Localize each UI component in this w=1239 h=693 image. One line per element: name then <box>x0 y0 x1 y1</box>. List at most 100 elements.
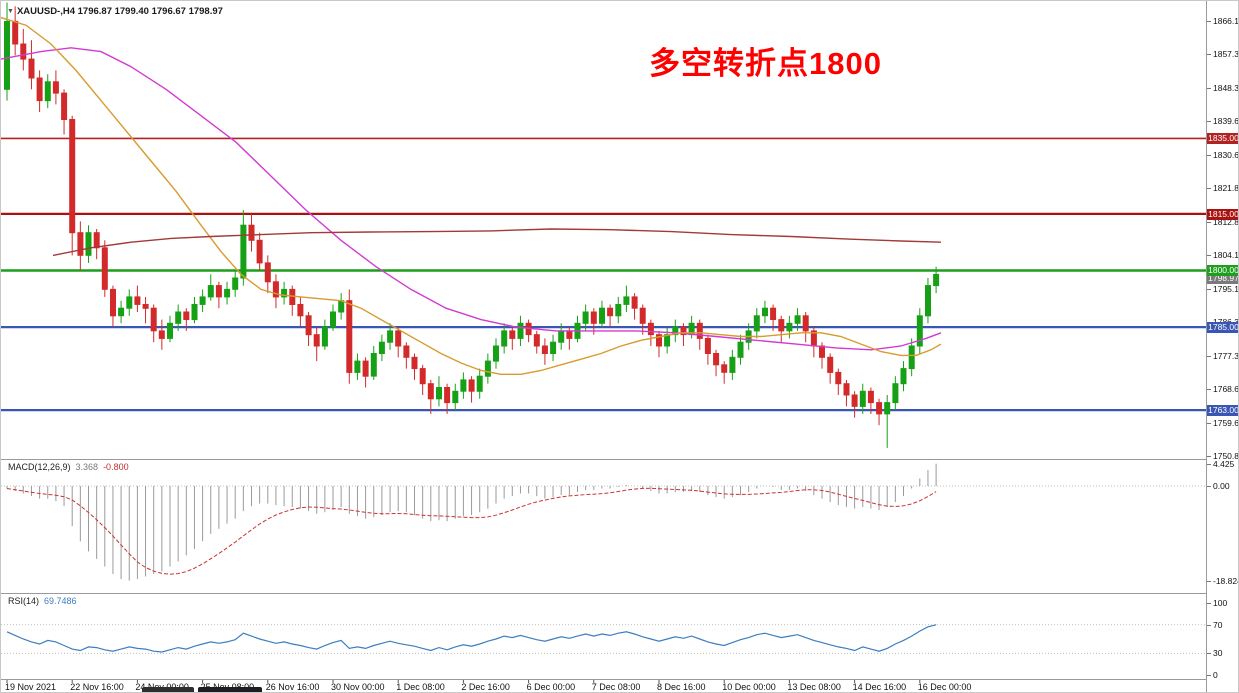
price-axis[interactable]: 1866.10 1857.35 1848.35 1839.60 1830.60 1821.… <box>1206 1 1239 692</box>
price-tick <box>1207 456 1211 457</box>
time-label: 26 Nov 16:00 <box>265 682 320 692</box>
time-label: 2 Dec 16:00 <box>461 682 510 692</box>
candle-body <box>493 345 499 362</box>
macd-signal-line <box>6 487 937 575</box>
price-tick <box>1207 155 1211 156</box>
candle-body <box>101 247 108 290</box>
candle-body <box>933 273 940 287</box>
price-tick-label: 1848.35 <box>1213 83 1239 93</box>
chart-dropdown-icon[interactable]: ▼ <box>7 8 14 15</box>
candle-body <box>354 360 361 373</box>
price-tick-label: 1839.60 <box>1213 116 1239 126</box>
time-label: 22 Nov 16:00 <box>70 682 124 692</box>
candle-body <box>175 311 182 324</box>
price-tick-label: 1821.85 <box>1213 183 1239 193</box>
panel-separator-timeaxis <box>1 679 1238 680</box>
rsi-tick <box>1207 675 1211 676</box>
candle-body <box>444 387 451 404</box>
candle-body <box>93 232 100 249</box>
candle-body <box>134 296 141 305</box>
candle-body <box>460 379 467 392</box>
candle-body <box>158 330 165 339</box>
candle-body <box>843 383 850 396</box>
time-label: 7 Dec 08:00 <box>591 682 641 692</box>
candle-body <box>468 379 475 392</box>
price-tick <box>1207 389 1211 390</box>
time-label: 8 Dec 16:00 <box>657 682 706 692</box>
price-tick <box>1207 188 1211 189</box>
candle-body <box>900 368 907 385</box>
symbol-ohlc-title: XAUUSD-,H4 1796.87 1799.40 1796.67 1798.… <box>16 6 223 17</box>
price-tag-1835.00: 1835.00 <box>1207 132 1239 144</box>
taskbar-window-2[interactable] <box>198 687 262 692</box>
candle-body <box>419 368 426 385</box>
rsi-tick-label: 100 <box>1213 598 1228 608</box>
candle-body <box>819 345 825 358</box>
macd-tick <box>1207 486 1211 487</box>
candle-body <box>411 356 418 370</box>
price-tick-label: 1857.35 <box>1213 49 1239 59</box>
taskbar-window-1[interactable] <box>142 687 194 692</box>
price-tick <box>1207 289 1211 290</box>
candle-body <box>240 224 247 279</box>
candle-body <box>452 390 459 404</box>
panel-separator-macd[interactable] <box>1 459 1238 460</box>
candle-body <box>370 353 377 377</box>
price-tick-label: 1768.60 <box>1213 384 1239 394</box>
candle-body <box>28 58 35 79</box>
candle-body <box>403 345 410 358</box>
candle-body <box>590 311 597 324</box>
candle-body <box>346 300 353 373</box>
price-tick <box>1207 21 1211 22</box>
candle-body <box>69 119 76 234</box>
candle-body <box>672 326 679 336</box>
candle-body <box>476 375 483 392</box>
price-tick <box>1207 423 1211 424</box>
candle-body <box>44 81 51 102</box>
candle-body <box>721 364 728 373</box>
current-price-tag: 1798.97 <box>1207 273 1239 284</box>
price-tick-label: 1795.10 <box>1213 284 1239 294</box>
candle-body <box>272 281 279 298</box>
candle-body <box>52 81 59 94</box>
candle-body <box>232 277 239 290</box>
candle-body <box>802 315 809 332</box>
candle-body <box>297 304 304 317</box>
candle-body <box>631 296 638 309</box>
time-label: 30 Nov 00:00 <box>331 682 385 692</box>
candle-body <box>85 232 92 256</box>
candle-body <box>876 402 883 415</box>
time-label: 13 Dec 08:00 <box>787 682 841 692</box>
candle-body <box>378 341 385 355</box>
candle-body <box>566 330 573 339</box>
price-chart-canvas[interactable] <box>1 1 1206 693</box>
rsi-name: RSI(14) <box>8 596 40 606</box>
price-tick-label: 1804.10 <box>1213 250 1239 260</box>
time-label: 10 Dec 00:00 <box>722 682 776 692</box>
panel-separator-rsi[interactable] <box>1 593 1238 594</box>
candle-body <box>827 356 834 373</box>
candle-body <box>615 304 622 317</box>
candle-body <box>36 77 43 102</box>
candle-body <box>395 330 402 347</box>
candle-body <box>118 307 125 317</box>
candle-body <box>517 322 524 339</box>
time-label: 19 Nov 2021 <box>5 682 57 692</box>
macd-main-value: 3.368 <box>75 462 99 472</box>
candle-body <box>639 307 646 324</box>
candle-body <box>599 307 605 324</box>
price-tick <box>1207 222 1211 223</box>
candle-body <box>150 307 157 332</box>
price-tick-label: 1777.35 <box>1213 351 1239 361</box>
candle-body <box>550 341 557 355</box>
macd-tick-label: -18.824 <box>1213 576 1239 586</box>
price-tick-label: 1866.10 <box>1213 16 1239 26</box>
price-tick <box>1207 356 1211 357</box>
price-tick <box>1207 121 1211 122</box>
candle-body <box>541 345 548 354</box>
candle-body <box>762 307 768 317</box>
candle-body <box>786 322 793 332</box>
candle-body <box>264 262 271 283</box>
candle-body <box>770 307 777 321</box>
candle-body <box>892 383 899 404</box>
